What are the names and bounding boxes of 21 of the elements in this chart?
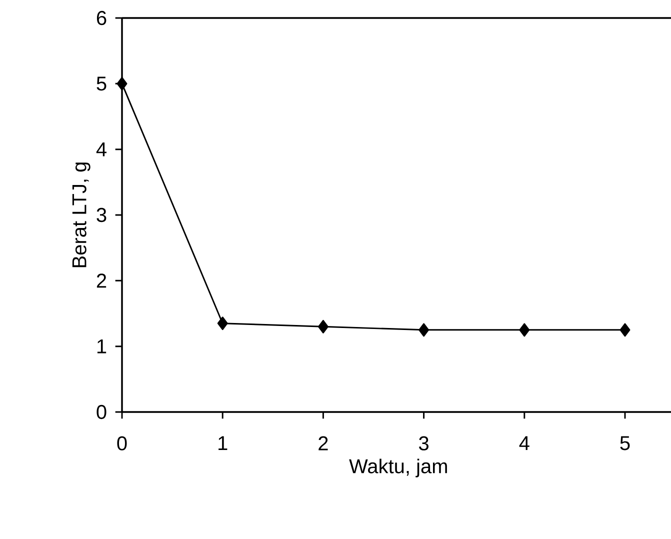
y-tick-label: 5	[96, 76, 106, 91]
x-axis-title: Waktu, jam	[349, 458, 447, 478]
y-tick-label: 1	[97, 339, 106, 354]
x-tick-label: 4	[519, 436, 530, 450]
point	[318, 320, 328, 334]
point	[620, 323, 630, 337]
y-tick-label: 2	[96, 274, 106, 288]
x-tick-label: 5	[620, 436, 630, 450]
x-tick-label: 1	[218, 436, 228, 450]
point	[418, 323, 430, 337]
point	[116, 76, 128, 90]
point	[217, 316, 228, 330]
y-tick-label: 3	[96, 208, 106, 222]
y-tick-label: 4	[96, 142, 106, 156]
y-tick-label: 0	[96, 404, 106, 420]
x-tick-label: 0	[117, 436, 127, 450]
point	[519, 323, 530, 337]
y-tick-label: 6	[96, 10, 106, 26]
x-tick-label: 2	[318, 436, 328, 450]
y-axis-title: Berat LTJ, g	[72, 162, 90, 268]
x-tick-label: 3	[418, 436, 428, 450]
